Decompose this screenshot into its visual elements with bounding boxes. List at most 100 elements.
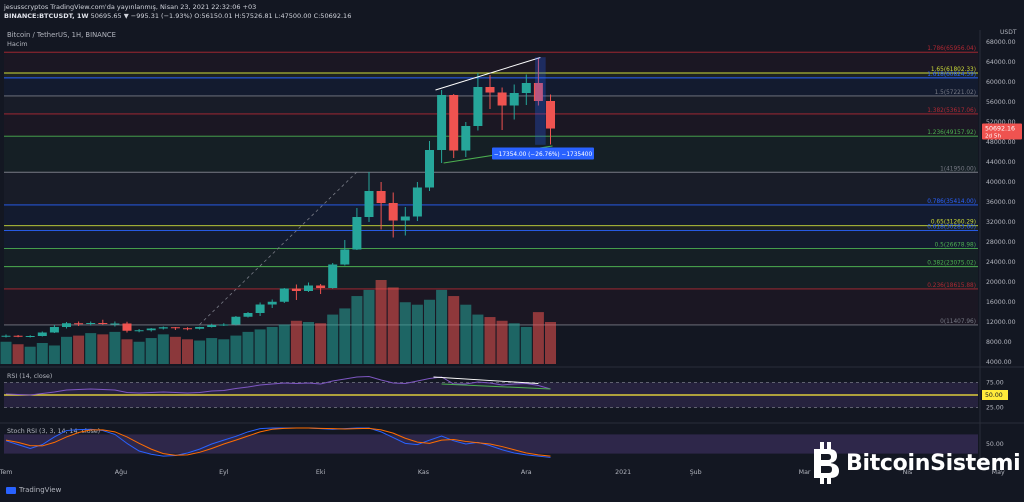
fib-band xyxy=(4,248,978,267)
bitcoinsistemi-logo: BitcoinSistemi xyxy=(812,442,1021,484)
time-tick-label: Ara xyxy=(521,469,532,476)
candle-body xyxy=(207,325,217,327)
candle-body xyxy=(497,92,507,106)
time-tick-label: Eki xyxy=(316,469,326,476)
candle-body xyxy=(231,316,241,325)
time-tick-label: May xyxy=(992,469,1005,476)
volume-bar xyxy=(169,336,181,364)
volume-bar xyxy=(109,331,121,364)
fib-band xyxy=(4,230,978,249)
volume-bar xyxy=(520,326,532,364)
candle-body xyxy=(146,328,156,331)
candle-body xyxy=(485,87,495,93)
candle-body xyxy=(25,336,35,337)
price-tick-label: 4000.00 xyxy=(986,359,1012,366)
price-tick-label: 20000.00 xyxy=(986,279,1016,286)
fib-band xyxy=(4,266,978,289)
fib-label-1.5: 1.5(57221.02) xyxy=(935,90,976,96)
volume-bar xyxy=(97,334,109,364)
candle-body xyxy=(62,323,71,327)
candle-body xyxy=(388,203,398,221)
price-tick-label: 48000.00 xyxy=(986,139,1016,146)
volume-bar xyxy=(424,299,435,364)
price-axis-unit: USDT xyxy=(1000,29,1017,36)
fib-band xyxy=(4,172,978,205)
volume-bar xyxy=(48,345,60,364)
fib-band xyxy=(4,113,978,137)
price-tick-label: 16000.00 xyxy=(986,299,1016,306)
volume-bar xyxy=(363,289,375,364)
volume-bar xyxy=(266,326,278,364)
volume-bar xyxy=(242,331,254,364)
fib-label-0.786: 0.786(35414.00) xyxy=(927,199,976,205)
publish-info: jesusscryptos TradingView.com'da yayınla… xyxy=(4,3,257,11)
tradingview-text: TradingView xyxy=(19,486,62,494)
volume-bar xyxy=(278,324,290,364)
volume-bar xyxy=(508,323,520,364)
rsi-divergence-line xyxy=(433,376,539,384)
candle-body xyxy=(449,95,459,151)
candle-body xyxy=(279,288,289,302)
candle-body xyxy=(473,87,483,126)
candle-body xyxy=(437,95,447,150)
stoch-tick-label: 50.00 xyxy=(986,441,1004,448)
volume-bar xyxy=(157,334,169,364)
candle-body xyxy=(86,323,96,324)
volume-bar xyxy=(532,312,544,364)
price-tick-label: 32000.00 xyxy=(986,219,1016,226)
candle-body xyxy=(158,327,168,329)
fib-label-0: 0(11407.96) xyxy=(940,319,976,325)
candle-body xyxy=(170,327,180,329)
last-price-label: 50692.16 xyxy=(985,126,1015,133)
price-tick-label: 64000.00 xyxy=(986,59,1016,66)
tradingview-logo[interactable]: TradingView xyxy=(6,486,61,494)
rsi-level-label: 50.00 xyxy=(985,392,1003,399)
symbol-name: BINANCE:BTCUSDT, 1W xyxy=(4,12,89,20)
volume-bar xyxy=(182,339,193,364)
price-tick-label: 52000.00 xyxy=(986,119,1016,126)
time-tick-label: 2021 xyxy=(615,469,631,476)
volume-bar xyxy=(496,320,508,364)
volume-bar xyxy=(194,340,206,364)
fib-label-1.618: 1.618(60824.59) xyxy=(927,72,976,78)
rsi-level-badge xyxy=(982,390,1008,400)
price-tick-label: 12000.00 xyxy=(986,319,1016,326)
time-tick-label: Nis xyxy=(903,469,913,476)
symbol-info: BINANCE:BTCUSDT, 1W 50695.65 ▼ −995.31 (… xyxy=(4,12,351,20)
measure-box xyxy=(535,57,546,145)
candle-body xyxy=(304,285,313,291)
fib-label-1.382: 1.382(53617.06) xyxy=(927,108,976,114)
volume-bar xyxy=(206,338,218,364)
measure-badge xyxy=(492,147,594,160)
candle-body xyxy=(183,328,192,330)
rsi-support-line xyxy=(441,383,551,390)
candle-body xyxy=(267,301,277,305)
volume-bar xyxy=(460,304,472,364)
divergence-top-line xyxy=(435,57,541,91)
candle-body xyxy=(412,187,422,217)
volume-bar xyxy=(121,339,133,364)
volume-bar xyxy=(254,329,266,364)
rsi-tick-label: 25.00 xyxy=(986,405,1004,412)
candle-body xyxy=(13,335,23,337)
time-tick-label: Tem xyxy=(0,469,12,476)
candle-body xyxy=(425,150,434,188)
volume-bar xyxy=(351,296,363,364)
stoch-d-line xyxy=(5,427,551,457)
fib-label-0.65: 0.65(31260.29) xyxy=(931,220,976,226)
candle-body xyxy=(122,323,132,331)
fib-label-0.382: 0.382(23075.02) xyxy=(927,261,976,267)
candle-body xyxy=(364,191,374,217)
fib-label-1.65: 1.65(61802.33) xyxy=(931,67,976,73)
candle-body xyxy=(195,327,205,329)
candle-body xyxy=(291,288,301,291)
volume-bar xyxy=(436,289,448,364)
countdown-label: 2d 5h xyxy=(985,134,1001,140)
volume-bar xyxy=(484,317,496,364)
fib-band xyxy=(4,225,978,231)
price-tick-label: 60000.00 xyxy=(986,79,1016,86)
volume-bar xyxy=(303,322,314,364)
fib-band xyxy=(4,77,978,96)
tradingview-icon xyxy=(6,486,16,494)
